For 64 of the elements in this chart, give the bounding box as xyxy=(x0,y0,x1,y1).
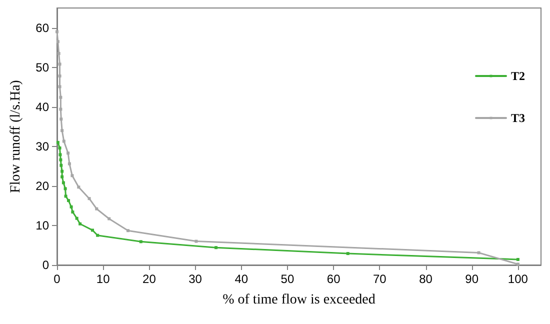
point xyxy=(66,152,70,155)
point xyxy=(346,252,350,256)
point xyxy=(139,240,142,244)
point xyxy=(214,246,218,250)
point xyxy=(67,199,70,202)
point xyxy=(78,222,82,226)
y-tick-label: 40 xyxy=(36,100,50,114)
point xyxy=(95,207,98,210)
x-tick-label: 100 xyxy=(508,272,528,286)
point xyxy=(90,228,94,232)
x-tick-label: 10 xyxy=(96,272,110,286)
point xyxy=(194,240,198,243)
point xyxy=(62,181,65,184)
point xyxy=(59,96,62,99)
point xyxy=(62,140,66,143)
point xyxy=(516,262,520,266)
point xyxy=(71,210,74,214)
point xyxy=(56,30,58,34)
point xyxy=(77,186,80,189)
legend-label: T2 xyxy=(510,69,526,83)
point xyxy=(60,118,63,121)
point xyxy=(88,197,91,200)
x-tick-label: 60 xyxy=(326,272,341,286)
y-tick-label: 50 xyxy=(36,60,50,74)
y-axis-title: Flow runoff (l/s.Ha) xyxy=(8,80,24,193)
point xyxy=(96,234,100,237)
point xyxy=(64,194,68,198)
y-tick-label: 30 xyxy=(36,139,50,154)
x-tick-label: 80 xyxy=(419,272,433,286)
y-tick-label: 10 xyxy=(36,218,50,232)
point xyxy=(70,205,73,208)
y-tick-label: 20 xyxy=(36,178,50,193)
x-tick-label: 90 xyxy=(465,272,479,286)
point xyxy=(60,175,64,178)
point xyxy=(58,146,62,150)
x-tick-label: 0 xyxy=(54,272,61,286)
point xyxy=(516,258,520,261)
point xyxy=(58,74,62,78)
point xyxy=(60,129,64,132)
x-tick-label: 20 xyxy=(142,272,156,286)
point xyxy=(68,162,71,166)
legend-label: T3 xyxy=(510,111,526,125)
x-tick-label: 40 xyxy=(234,272,248,286)
point xyxy=(58,85,62,88)
point xyxy=(58,62,62,66)
point xyxy=(59,108,62,111)
point xyxy=(70,174,74,178)
x-tick-label: 30 xyxy=(188,272,202,286)
point xyxy=(57,52,60,55)
point xyxy=(108,217,111,220)
y-tick-label: 0 xyxy=(42,258,50,272)
point xyxy=(126,229,130,232)
point xyxy=(64,187,67,190)
y-tick-label: 60 xyxy=(36,20,50,35)
x-axis-title: % of time flow is exceeded xyxy=(222,292,376,308)
point xyxy=(477,251,480,254)
point xyxy=(58,153,62,156)
point xyxy=(59,158,62,162)
point xyxy=(56,140,60,144)
point xyxy=(60,170,64,173)
point xyxy=(75,216,78,220)
point xyxy=(60,164,63,167)
x-tick-label: 70 xyxy=(372,272,387,286)
x-tick-label: 50 xyxy=(280,272,294,286)
